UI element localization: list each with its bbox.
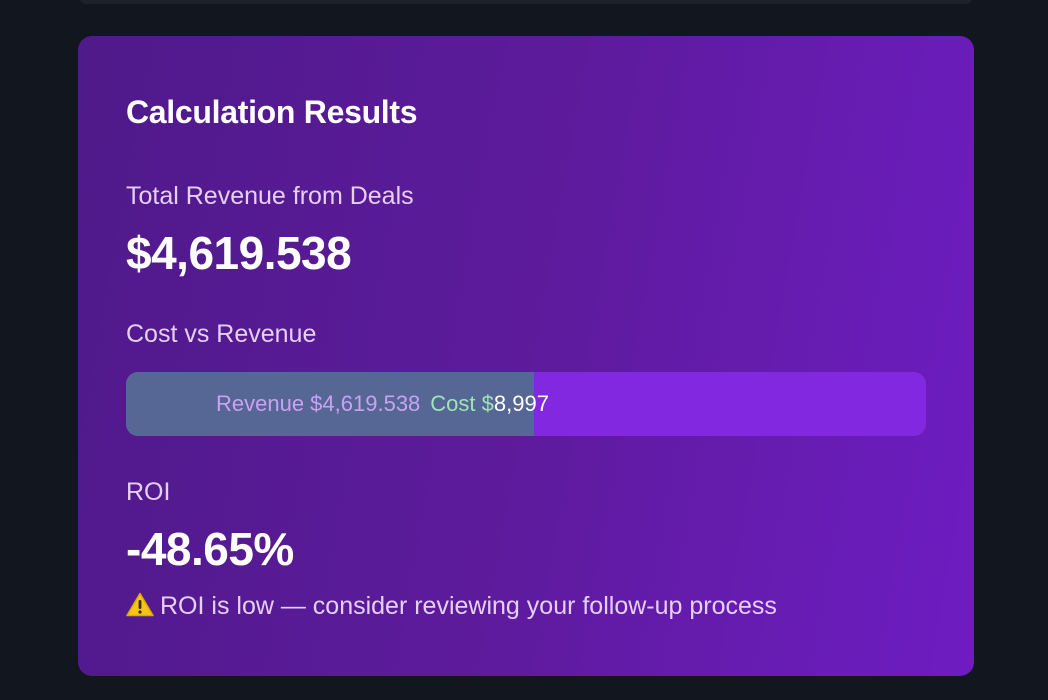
revenue-bar-label: Revenue $4,619.538 — [216, 391, 421, 416]
roi-value: -48.65% — [126, 523, 294, 575]
cost-vs-revenue-bar: Revenue $4,619.538 Cost $8,997 — [126, 372, 926, 436]
roi-label: ROI — [126, 478, 171, 506]
revenue-bar-fill — [126, 372, 534, 436]
total-revenue-value: $4,619.538 — [126, 227, 352, 279]
roi-warning: ROI is low — consider reviewing your fol… — [126, 592, 777, 621]
cost-bar-label: Cost $8,997 — [430, 391, 549, 416]
calculation-results-card: Calculation Results Total Revenue from D… — [78, 36, 974, 676]
cost-vs-revenue-label: Cost vs Revenue — [126, 320, 317, 348]
previous-card-edge — [80, 0, 972, 4]
warning-icon — [126, 592, 154, 617]
card-title: Calculation Results — [126, 94, 418, 130]
total-revenue-label: Total Revenue from Deals — [126, 182, 414, 210]
cost-bar-prefix: Cost $ — [430, 391, 494, 416]
bar-labels: Revenue $4,619.538 Cost $8,997 — [216, 372, 549, 436]
roi-warning-text: ROI is low — consider reviewing your fol… — [160, 592, 777, 620]
cost-bar-amount: 8,997 — [493, 391, 549, 416]
